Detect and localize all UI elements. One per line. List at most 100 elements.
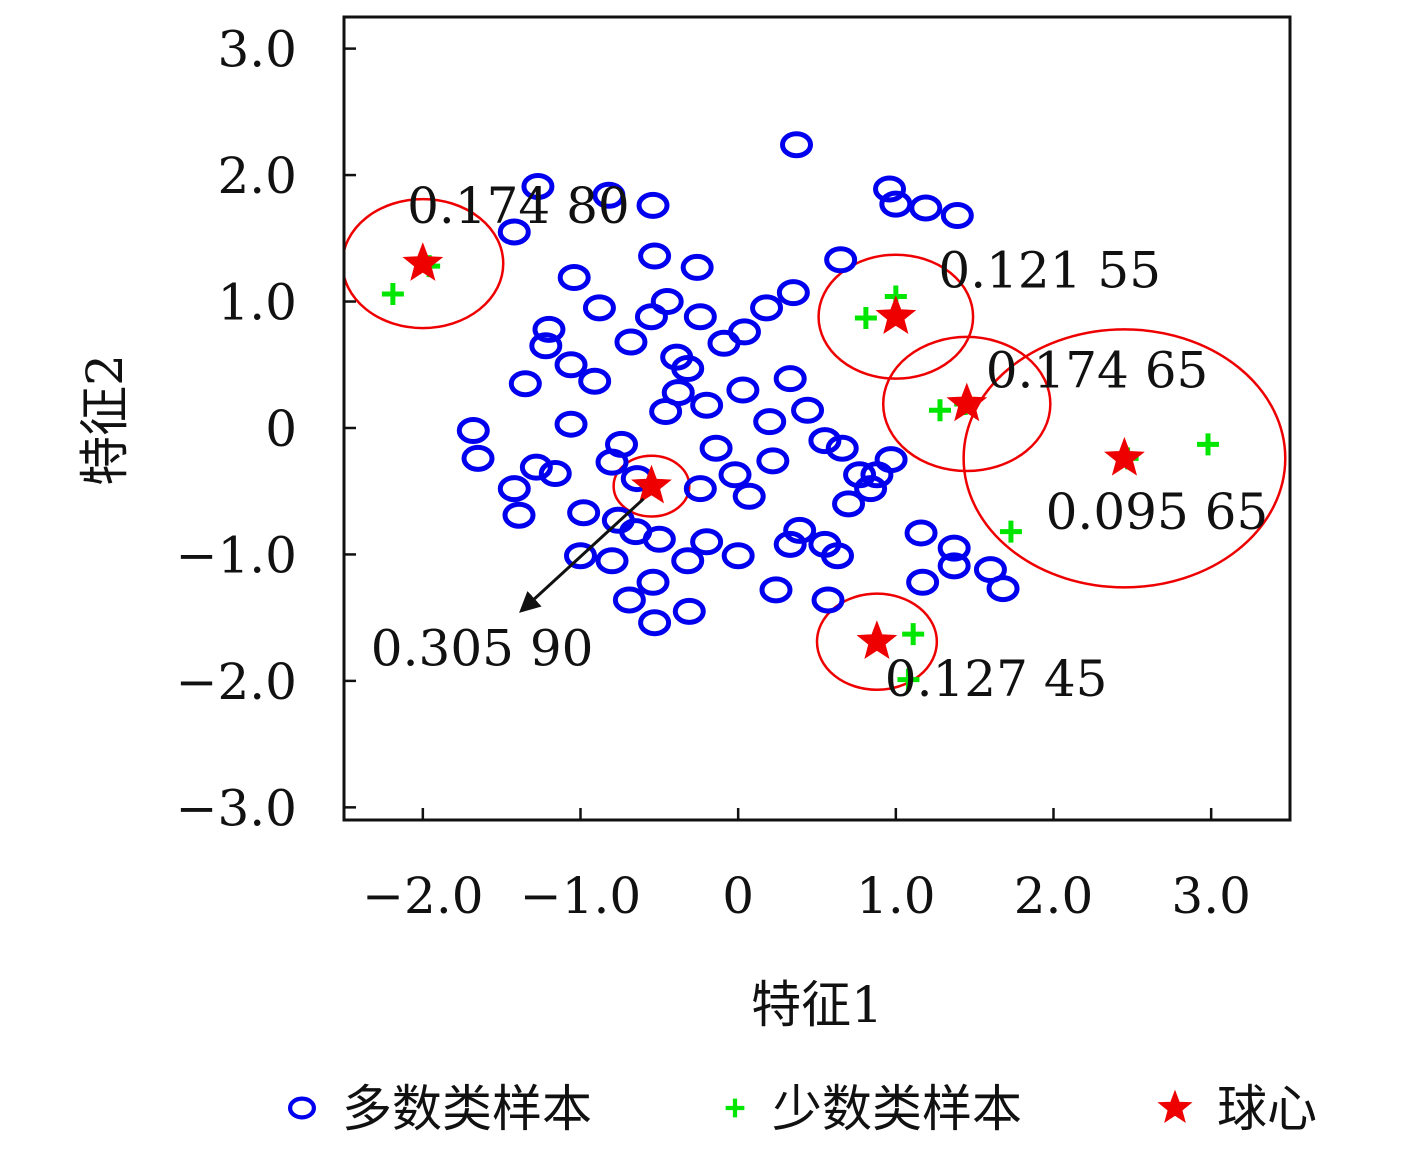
y-tick-label: 2.0 [217, 147, 297, 205]
majority-point [773, 365, 807, 393]
majority-point [680, 253, 714, 281]
majority-point [726, 376, 760, 404]
majority-point [497, 218, 531, 246]
minority-point [381, 282, 404, 305]
majority-point [732, 482, 766, 510]
y-tick-label: −2.0 [176, 653, 297, 711]
minority-point [1197, 433, 1220, 456]
center-star [946, 382, 988, 422]
majority-point [582, 294, 616, 322]
majority-point [638, 609, 672, 637]
plot-frame [342, 15, 1292, 822]
majority-point [773, 530, 807, 558]
majority-point [718, 461, 752, 489]
legend-marker [287, 1096, 317, 1120]
majority-point [874, 446, 908, 474]
majority-point [940, 202, 974, 230]
majority-point [461, 444, 495, 472]
radius-annotation: 0.095 65 [1046, 483, 1269, 541]
majority-point [519, 453, 553, 481]
majority-point [650, 288, 684, 316]
minority-point [854, 306, 877, 329]
majority-point [456, 417, 490, 445]
y-tick-label: −1.0 [176, 526, 297, 584]
y-tick-label: 3.0 [217, 21, 297, 79]
minority-point [928, 399, 951, 422]
center-star [1104, 436, 1145, 476]
sphere-layer [344, 197, 1287, 691]
majority-point [820, 542, 854, 570]
majority-point [567, 499, 601, 527]
majority-point [649, 398, 683, 426]
y-tick-label: 0 [265, 400, 297, 458]
x-tick-label: 0 [722, 867, 754, 925]
majority-point [780, 131, 814, 159]
majority-point [554, 410, 588, 438]
majority-point [699, 434, 733, 462]
legend-marker [725, 1098, 745, 1118]
majority-point [811, 586, 845, 614]
majority-point [671, 547, 705, 575]
majority-point [860, 461, 894, 489]
majority-point [521, 172, 555, 200]
point-layer [381, 131, 1220, 691]
majority-point [937, 534, 971, 562]
majority-point [672, 597, 706, 625]
majority-point [756, 447, 790, 475]
majority-point [683, 303, 717, 331]
majority-point [612, 586, 646, 614]
annotation-arrow [519, 497, 645, 613]
majority-point [690, 528, 724, 556]
x-tick-label: −1.0 [520, 867, 641, 925]
majority-point [906, 568, 940, 596]
majority-point [683, 475, 717, 503]
center-star [875, 295, 917, 335]
majority-point [937, 552, 971, 580]
majority-point [873, 175, 907, 203]
majority-point [634, 303, 668, 331]
majority-point [753, 408, 787, 436]
majority-point [532, 315, 566, 343]
radius-annotation: 0.127 45 [885, 650, 1108, 708]
x-tick-label: 3.0 [1171, 867, 1251, 925]
sphere-circle [962, 328, 1287, 589]
majority-point [791, 396, 825, 424]
y-axis-title: 特征2 [76, 354, 134, 486]
majority-point [808, 427, 842, 455]
x-tick-label: −2.0 [362, 867, 483, 925]
x-tick-label: 2.0 [1014, 867, 1094, 925]
majority-point [636, 568, 670, 596]
majority-point [578, 367, 612, 395]
majority-point [986, 575, 1020, 603]
majority-point [614, 328, 648, 356]
majority-point [642, 525, 676, 553]
majority-point [776, 279, 810, 307]
x-tick-label: 1.0 [856, 867, 936, 925]
axes: −2.0 −1.0 0 1.0 2.0 3.0 −3.0 −2.0 −1.0 0 1.0 2.0 3.0 [176, 21, 1251, 925]
majority-point [750, 294, 784, 322]
legend-marker [1157, 1089, 1193, 1123]
legend: 多数类样本 少数类样本 球心 [287, 1080, 1317, 1138]
majority-point [783, 516, 817, 544]
y-tick-label: −3.0 [176, 779, 297, 837]
legend-label: 球心 [1217, 1080, 1317, 1138]
center-star [856, 620, 898, 660]
majority-point [721, 542, 755, 570]
majority-point [707, 329, 741, 357]
radius-annotation: 0.121 55 [938, 242, 1161, 300]
majority-point [690, 391, 724, 419]
majority-point [595, 547, 629, 575]
majority-point [595, 448, 629, 476]
majority-point [592, 181, 626, 209]
majority-point [904, 519, 938, 547]
center-star [402, 242, 444, 281]
majority-point [638, 242, 672, 270]
majority-point [636, 191, 670, 219]
majority-point [824, 246, 858, 274]
majority-point [557, 264, 591, 292]
annotation-layer: 0.174 80 0.121 55 0.174 65 0.095 65 0.305 90… [371, 177, 1268, 708]
minority-point [897, 668, 920, 691]
y-tick-label: 1.0 [217, 274, 297, 332]
majority-point [554, 351, 588, 379]
sphere-circle [881, 335, 1052, 473]
